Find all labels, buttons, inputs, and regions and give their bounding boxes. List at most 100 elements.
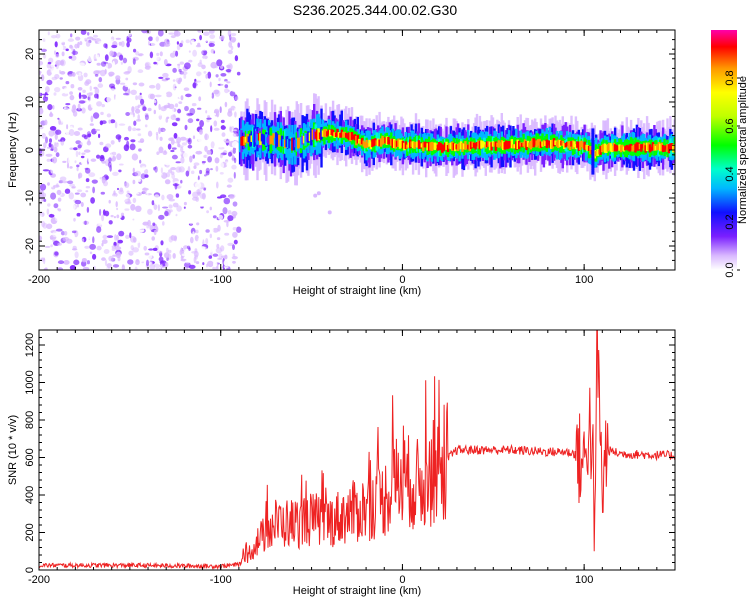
noise-cell <box>234 107 240 112</box>
ridge-cell <box>512 144 515 149</box>
ridge-cell <box>349 132 352 142</box>
noise-cell <box>166 247 169 253</box>
noise-cell <box>183 87 190 91</box>
ridge-cell <box>394 140 397 149</box>
noise-cell <box>144 140 150 148</box>
noise-cell <box>116 214 120 219</box>
ridge-cell <box>337 132 341 138</box>
noise-cell <box>185 170 190 177</box>
noise-cell <box>84 167 89 170</box>
noise-cell <box>119 151 124 154</box>
noise-cell <box>112 195 117 199</box>
noise-cell <box>103 249 110 254</box>
noise-cell <box>222 207 228 215</box>
noise-cell <box>120 82 126 85</box>
noise-cell <box>162 72 169 78</box>
noise-cell <box>218 253 223 260</box>
noise-cell <box>55 228 63 232</box>
y-tick-label: 400 <box>24 486 36 504</box>
noise-cell <box>227 210 232 215</box>
ridge-cell <box>606 144 610 152</box>
noise-cell <box>219 35 225 40</box>
noise-cell <box>116 234 119 242</box>
ridge-cell <box>502 141 505 151</box>
ridge-cell <box>539 141 543 148</box>
noise-cell <box>197 188 200 196</box>
noise-cell <box>170 167 177 171</box>
noise-cell <box>212 227 219 233</box>
noise-cell <box>210 161 218 167</box>
noise-cell <box>195 150 203 155</box>
noise-cell <box>135 223 139 227</box>
ridge-cell <box>523 139 527 148</box>
noise-cell <box>74 251 79 259</box>
noise-cell <box>108 31 112 37</box>
noise-cell <box>58 134 62 140</box>
noise-cell <box>211 92 215 99</box>
noise-cell <box>158 127 161 134</box>
noise-cell <box>72 81 78 84</box>
noise-cell <box>176 262 182 269</box>
ridge-cell <box>518 140 521 150</box>
noise-cell <box>104 88 110 93</box>
ridge-cell <box>410 141 413 147</box>
noise-cell <box>168 103 175 110</box>
noise-cell <box>84 81 90 86</box>
ridge-cell <box>544 141 547 146</box>
noise-cell <box>39 125 44 130</box>
noise-cell <box>177 79 181 85</box>
ridge-cell <box>637 142 640 151</box>
ridge-cell <box>587 145 591 151</box>
noise-cell <box>224 84 229 89</box>
noise-cell <box>188 50 191 53</box>
noise-cell <box>207 115 211 118</box>
ridge-cell <box>516 139 519 149</box>
ridge-cell <box>650 146 653 152</box>
noise-cell <box>68 129 75 136</box>
noise-cell <box>136 128 141 131</box>
noise-cell <box>176 226 183 231</box>
noise-cell <box>171 173 176 180</box>
noise-cell <box>135 205 142 212</box>
spectrogram-cells <box>39 30 675 270</box>
noise-cell <box>94 217 97 225</box>
noise-cell <box>165 172 171 178</box>
noise-cell <box>89 251 93 255</box>
noise-cell <box>41 132 46 139</box>
noise-cell <box>78 173 81 180</box>
ridge-cell <box>535 140 538 148</box>
ridge-cell <box>467 144 470 150</box>
ridge-cell <box>438 142 441 151</box>
noise-cell <box>158 76 164 79</box>
noise-cell <box>192 154 195 159</box>
noise-cell <box>58 84 62 90</box>
noise-cell <box>47 203 51 207</box>
ridge-cell <box>382 137 386 144</box>
noise-cell <box>108 255 114 262</box>
noise-cell <box>226 81 231 84</box>
noise-cell <box>188 190 192 195</box>
ridge-cell <box>241 136 245 146</box>
noise-cell <box>54 41 58 48</box>
ridge-cell <box>247 136 250 143</box>
noise-cell <box>148 40 150 46</box>
ridge-cell <box>483 142 486 147</box>
ridge-cell <box>292 137 296 151</box>
noise-cell <box>54 87 61 93</box>
ridge-cell <box>361 137 364 145</box>
noise-cell <box>188 59 193 63</box>
ridge-cell <box>403 142 406 151</box>
noise-cell <box>126 176 131 180</box>
noise-cell <box>55 53 60 58</box>
noise-cell <box>170 202 174 205</box>
ridge-cell <box>275 132 278 146</box>
ridge-dip-cell <box>591 152 595 156</box>
noise-cell <box>99 69 106 77</box>
ridge-cell <box>673 145 675 153</box>
noise-cell <box>70 204 76 210</box>
noise-cell <box>71 176 77 180</box>
noise-cell <box>234 96 239 101</box>
ridge-cell <box>660 142 663 152</box>
